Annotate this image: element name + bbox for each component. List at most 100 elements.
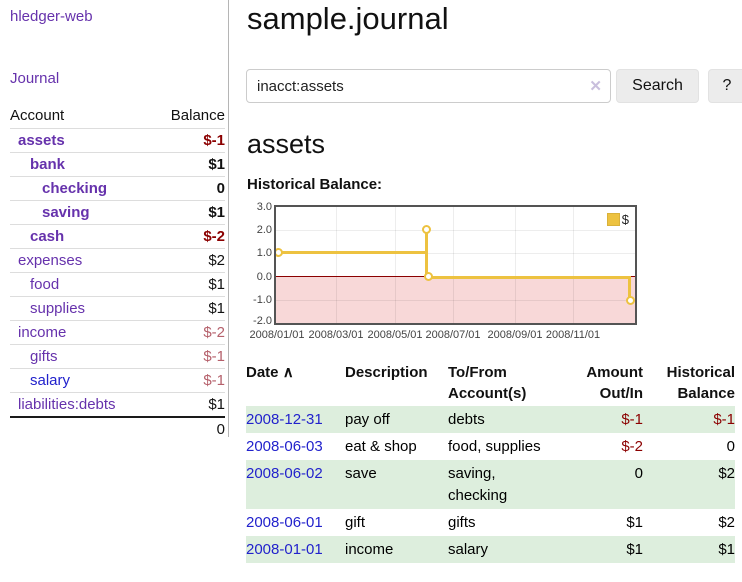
search-input[interactable]	[246, 69, 611, 103]
tofrom-column-header: To/From Account(s)	[448, 364, 527, 402]
account-row-expenses: expenses $2	[10, 248, 225, 272]
account-balance: 0	[216, 180, 225, 197]
y-tick-label: 0.0	[256, 271, 272, 283]
transaction-balance: 0	[726, 438, 735, 455]
accounts-table-header: Account Balance	[10, 104, 225, 128]
data-point-marker[interactable]	[424, 272, 433, 281]
transaction-date-link[interactable]: 2008-06-01	[246, 514, 323, 531]
transaction-balance: $1	[718, 541, 735, 558]
transaction-amount: $1	[626, 514, 643, 531]
account-link[interactable]: saving	[42, 204, 90, 221]
account-balance: $-1	[203, 348, 225, 365]
transaction-date-link[interactable]: 2008-12-31	[246, 411, 323, 428]
transaction-date-link[interactable]: 2008-06-02	[246, 465, 323, 482]
account-balance: $-2	[203, 324, 225, 341]
account-link[interactable]: gifts	[30, 348, 58, 365]
search-input-wrap: ✕	[246, 69, 611, 103]
series-line-segment	[628, 276, 631, 302]
search-button[interactable]: Search	[616, 69, 699, 103]
transaction-description: eat & shop	[345, 438, 417, 455]
x-tick-label: 2008/07/01	[425, 329, 481, 341]
account-link[interactable]: food	[30, 276, 60, 293]
transaction-row[interactable]: 2008-06-03 eat & shop food, supplies $-2…	[246, 433, 735, 460]
account-link[interactable]: assets	[18, 132, 65, 149]
transaction-row[interactable]: 2008-06-01 gift gifts $1 $2	[246, 509, 735, 536]
x-tick-label: 2008/11/01	[545, 329, 601, 341]
amount-column-header: Amount Out/In	[586, 364, 643, 402]
transaction-amount: $-2	[621, 438, 643, 455]
account-link[interactable]: checking	[42, 180, 108, 197]
transaction-date-link[interactable]: 2008-01-01	[246, 541, 323, 558]
y-tick-label: -1.0	[253, 294, 272, 306]
account-row-liabilities-debts: liabilities:debts $1	[10, 392, 225, 416]
account-link[interactable]: supplies	[30, 300, 86, 317]
transaction-description: pay off	[345, 411, 390, 428]
account-balance: $1	[208, 156, 225, 173]
legend-label: $	[621, 212, 629, 227]
clear-search-icon[interactable]: ✕	[589, 78, 602, 95]
series-line-segment	[425, 230, 428, 279]
transaction-description: gift	[345, 514, 366, 531]
account-link[interactable]: salary	[30, 372, 71, 389]
search-bar: ✕ Search ?	[246, 69, 742, 103]
account-row-supplies: supplies $1	[10, 296, 225, 320]
gridline	[453, 207, 454, 323]
accounts-total-row: 0	[10, 416, 225, 441]
transaction-row[interactable]: 2008-06-02 save saving, checking 0 $2	[246, 460, 735, 509]
account-row-bank: bank $1	[10, 152, 225, 176]
gridline	[336, 207, 337, 323]
account-link[interactable]: expenses	[18, 252, 83, 269]
help-button[interactable]: ?	[708, 69, 742, 103]
transaction-date-link[interactable]: 2008-06-03	[246, 438, 323, 455]
series-line-segment	[425, 276, 631, 279]
account-row-gifts: gifts $-1	[10, 344, 225, 368]
historical-balance-chart: 3.0 2.0 1.0 0.0 -1.0 -2.0	[246, 201, 742, 345]
account-row-assets: assets $-1	[10, 128, 225, 152]
y-tick-label: 1.0	[256, 247, 272, 259]
data-point-marker[interactable]	[276, 248, 283, 257]
transaction-balance: $2	[718, 465, 735, 482]
chart-legend: $	[606, 212, 629, 227]
transaction-amount: $-1	[621, 411, 643, 428]
accounts-table: Account Balance assets $-1 bank $1 check…	[10, 104, 225, 441]
account-link[interactable]: income	[18, 324, 67, 341]
transaction-balance: $2	[718, 514, 735, 531]
x-tick-label: 2008/05/01	[367, 329, 423, 341]
accounts-total-value: 0	[216, 421, 225, 438]
date-column-header[interactable]: Date ∧	[246, 364, 294, 381]
transaction-description: income	[345, 541, 394, 558]
transaction-amount: 0	[634, 465, 643, 482]
data-point-marker[interactable]	[422, 225, 431, 234]
data-point-marker[interactable]	[626, 296, 635, 305]
account-link[interactable]: bank	[30, 156, 66, 173]
account-link[interactable]: cash	[30, 228, 65, 245]
register-header-row: Date ∧ Description To/From Account(s) Am…	[246, 360, 735, 406]
account-row-salary: salary $-1	[10, 368, 225, 392]
brand-link[interactable]: hledger-web	[10, 8, 93, 25]
transaction-balance: $-1	[713, 411, 735, 428]
account-heading: assets	[247, 129, 326, 159]
historical-column-header: Historical Balance	[666, 364, 735, 402]
transaction-amount: $1	[626, 541, 643, 558]
account-balance: $1	[208, 204, 225, 221]
transaction-row[interactable]: 2008-01-01 income salary $1 $1	[246, 536, 735, 563]
gridline	[573, 207, 574, 323]
account-balance: $-1	[203, 372, 225, 389]
sidebar-item-journal[interactable]: Journal	[10, 70, 60, 87]
account-balance: $1	[208, 276, 225, 293]
account-balance: $1	[208, 300, 225, 317]
y-tick-label: 3.0	[256, 201, 272, 213]
account-balance: $-1	[203, 132, 225, 149]
account-column-header: Account	[10, 107, 65, 124]
transaction-accounts: salary	[448, 541, 489, 558]
register-table: Date ∧ Description To/From Account(s) Am…	[246, 360, 735, 563]
transaction-description: save	[345, 465, 377, 482]
account-link[interactable]: liabilities:debts	[18, 396, 116, 413]
gridline	[395, 207, 396, 323]
x-tick-label: 2008/01/01	[249, 329, 305, 341]
x-tick-label: 2008/03/01	[308, 329, 364, 341]
transaction-row[interactable]: 2008-12-31 pay off debts $-1 $-1	[246, 406, 735, 433]
plot-area[interactable]: $	[274, 205, 637, 325]
y-tick-label: 2.0	[256, 224, 272, 236]
transaction-accounts: food, supplies	[448, 438, 541, 455]
